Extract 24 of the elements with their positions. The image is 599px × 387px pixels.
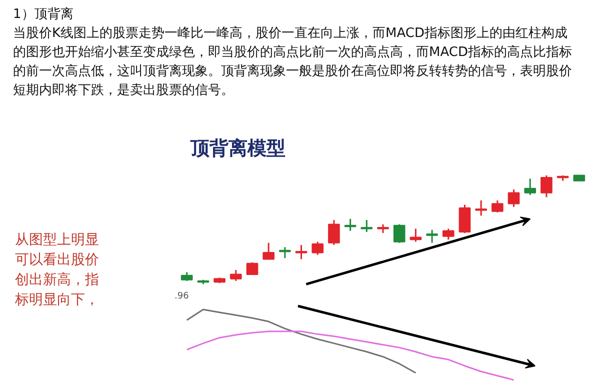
candlestick	[295, 244, 308, 260]
text: 从图型上明显可以看出股价创出新高，指标明显向下，	[14, 231, 99, 310]
candlestick	[475, 200, 487, 216]
candlestick	[328, 219, 340, 246]
candlestick	[279, 246, 291, 259]
candlestick	[262, 242, 274, 260]
candlestick	[492, 200, 504, 214]
candlestick	[312, 241, 324, 256]
candlestick	[540, 174, 552, 198]
candlestick	[458, 204, 471, 234]
text: .96	[174, 292, 190, 302]
candlestick	[524, 178, 536, 196]
candlestick	[442, 228, 454, 240]
candlestick	[410, 228, 422, 242]
candlestick	[393, 224, 406, 244]
candlestick	[344, 218, 356, 232]
candlestick	[360, 219, 373, 233]
chart-title: 顶背离模型	[190, 138, 286, 160]
text: 当股价K线图上的股票走势一峰比一峰高，股价一直在向上涨，而MACD指标图形上的由红柱构成的图形也开始缩小甚至变成绿色，即当股价的高点比前一次的高点高，而MACD指标的高点比指标的前一次高点低，这叫顶背离现象。顶背离现象一般是股价在高位即将反转转势的信号，表明股价短期内即将下跌，是卖出股票的信号。	[13, 25, 573, 100]
candlestick	[508, 188, 520, 208]
text: 1）顶背离	[13, 6, 74, 24]
candlestick	[426, 229, 438, 244]
candlestick	[246, 262, 258, 276]
candlestick	[230, 269, 242, 282]
